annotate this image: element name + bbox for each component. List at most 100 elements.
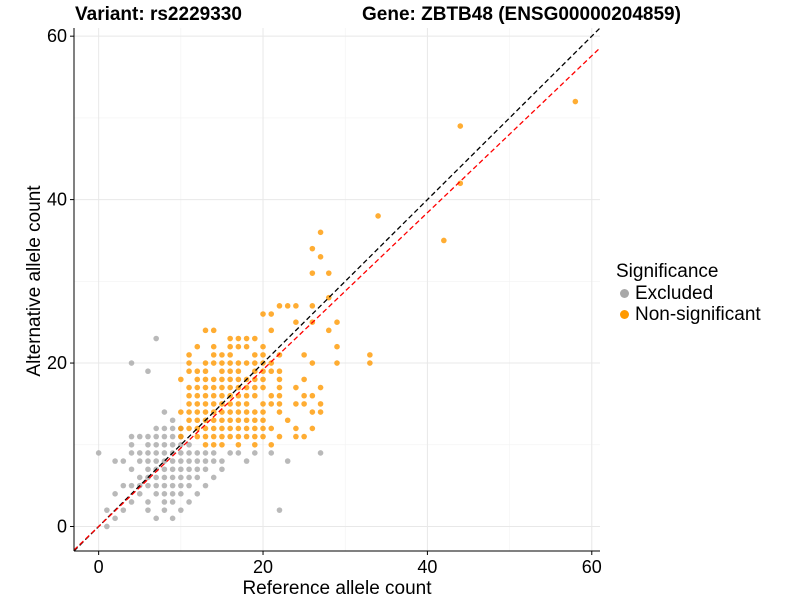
point-non-significant xyxy=(309,360,316,366)
legend-key xyxy=(620,289,629,298)
point-excluded xyxy=(153,441,159,448)
point-excluded xyxy=(128,441,135,448)
point-non-significant xyxy=(252,360,258,366)
point-non-significant xyxy=(293,303,299,309)
point-excluded xyxy=(112,515,118,522)
point-non-significant xyxy=(210,441,217,448)
point-excluded xyxy=(153,474,159,481)
point-excluded xyxy=(145,507,151,513)
point-non-significant xyxy=(317,401,324,407)
point-non-significant xyxy=(252,425,258,432)
point-non-significant xyxy=(276,384,283,391)
point-non-significant xyxy=(235,425,242,432)
point-non-significant xyxy=(276,409,283,415)
point-non-significant xyxy=(235,409,242,415)
point-non-significant xyxy=(186,368,192,375)
point-excluded xyxy=(186,499,192,505)
point-non-significant xyxy=(252,392,258,399)
point-excluded xyxy=(145,482,151,489)
point-excluded xyxy=(128,433,135,440)
point-non-significant xyxy=(227,433,233,440)
point-excluded xyxy=(112,490,118,497)
y-tick-label: 40 xyxy=(47,190,67,210)
point-excluded xyxy=(145,458,151,464)
point-excluded xyxy=(136,458,143,464)
point-non-significant xyxy=(235,433,242,440)
point-non-significant xyxy=(219,376,225,383)
point-non-significant xyxy=(219,433,225,440)
point-excluded xyxy=(112,458,118,464)
point-non-significant xyxy=(441,237,447,244)
point-excluded xyxy=(136,490,143,497)
point-excluded xyxy=(268,450,275,456)
point-non-significant xyxy=(276,376,283,383)
point-non-significant xyxy=(235,441,242,448)
point-excluded xyxy=(136,433,143,440)
point-non-significant xyxy=(243,343,250,350)
point-excluded xyxy=(128,450,135,456)
point-non-significant xyxy=(260,311,266,317)
point-excluded xyxy=(169,466,176,473)
point-non-significant xyxy=(367,352,373,358)
point-non-significant xyxy=(227,343,233,350)
fit-line xyxy=(74,47,600,551)
point-excluded xyxy=(186,466,192,473)
point-non-significant xyxy=(252,441,258,448)
legend-key xyxy=(620,310,629,319)
x-tick-label: 0 xyxy=(94,557,104,577)
point-excluded xyxy=(161,482,168,489)
x-axis-title: Reference allele count xyxy=(242,578,432,599)
point-non-significant xyxy=(202,425,209,432)
point-non-significant xyxy=(317,254,324,260)
point-non-significant xyxy=(252,409,258,415)
point-excluded xyxy=(161,499,168,505)
point-non-significant xyxy=(334,343,340,350)
x-tick-label: 60 xyxy=(582,557,602,577)
point-non-significant xyxy=(375,213,381,219)
y-tick-label: 0 xyxy=(57,516,67,536)
point-excluded xyxy=(128,499,135,505)
point-non-significant xyxy=(260,384,266,391)
point-non-significant xyxy=(334,319,340,325)
point-non-significant xyxy=(268,425,275,432)
legend: Significance Excluded Non-significant xyxy=(616,261,761,325)
point-non-significant xyxy=(202,384,209,391)
point-non-significant xyxy=(235,368,242,375)
point-non-significant xyxy=(243,433,250,440)
point-non-significant xyxy=(202,376,209,383)
point-excluded xyxy=(153,482,159,489)
point-non-significant xyxy=(210,425,217,432)
point-non-significant xyxy=(219,384,225,391)
point-non-significant xyxy=(210,384,217,391)
point-non-significant xyxy=(210,392,217,399)
point-excluded xyxy=(145,433,151,440)
point-non-significant xyxy=(227,368,233,375)
legend-label: Excluded xyxy=(635,283,714,304)
data-points xyxy=(95,98,579,530)
point-non-significant xyxy=(252,417,258,424)
point-non-significant xyxy=(210,401,217,407)
point-non-significant xyxy=(301,433,307,440)
point-excluded xyxy=(194,490,201,497)
point-non-significant xyxy=(317,384,324,391)
gene-title: Gene: ZBTB48 (ENSG00000204859) xyxy=(362,4,681,25)
point-non-significant xyxy=(252,352,258,358)
reference-lines xyxy=(74,28,600,551)
point-excluded xyxy=(284,458,291,464)
point-excluded xyxy=(153,433,159,440)
point-non-significant xyxy=(334,360,340,366)
point-non-significant xyxy=(202,327,209,334)
identity-line xyxy=(74,28,600,551)
point-excluded xyxy=(161,466,168,473)
variant-title: Variant: rs2229330 xyxy=(75,4,242,25)
legend-item: Excluded xyxy=(616,283,761,304)
point-non-significant xyxy=(227,417,233,424)
legend-title: Significance xyxy=(616,261,719,282)
point-excluded xyxy=(169,417,176,424)
point-non-significant xyxy=(202,441,209,448)
point-non-significant xyxy=(227,384,233,391)
point-excluded xyxy=(161,441,168,448)
point-non-significant xyxy=(194,409,201,415)
point-excluded xyxy=(194,466,201,473)
